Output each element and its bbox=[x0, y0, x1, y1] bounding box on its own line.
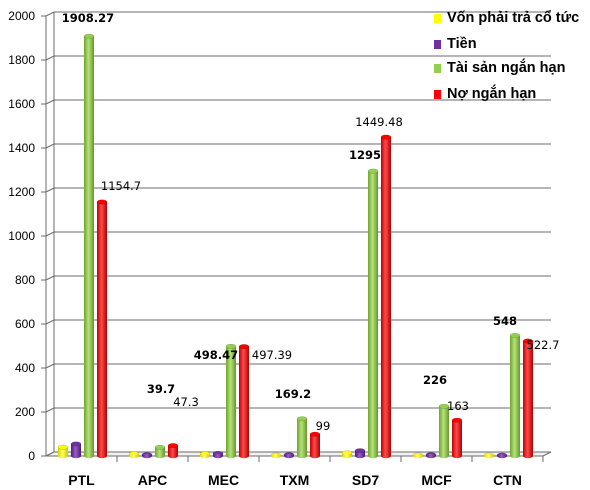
gridline-edge bbox=[45, 99, 55, 105]
y-tick-label: 1000 bbox=[8, 229, 35, 243]
bar bbox=[438, 403, 450, 459]
x-tick-label: MEC bbox=[208, 472, 239, 488]
y-tick-label: 600 bbox=[15, 317, 35, 331]
bar bbox=[496, 452, 508, 459]
y-tick-label: 1600 bbox=[8, 97, 35, 111]
y-tick-label: 1400 bbox=[8, 141, 35, 155]
gridline-edge bbox=[45, 187, 55, 193]
bar bbox=[141, 452, 153, 459]
legend-item: Nợ ngắn hạn bbox=[434, 82, 536, 106]
legend-swatch bbox=[434, 89, 441, 99]
legend-item: Vốn phải trả cổ tức bbox=[434, 6, 579, 30]
data-label: 1449.48 bbox=[355, 115, 403, 129]
bar bbox=[225, 343, 237, 459]
bar bbox=[199, 451, 211, 459]
bar bbox=[83, 33, 95, 459]
gridline-edge bbox=[45, 407, 55, 413]
legend-label: Tài sản ngắn hạn bbox=[447, 60, 566, 76]
bar bbox=[212, 450, 224, 459]
bar bbox=[451, 417, 463, 459]
bar bbox=[238, 344, 250, 459]
data-label: 1295 bbox=[349, 148, 381, 162]
bar bbox=[270, 452, 282, 459]
bar bbox=[509, 332, 521, 459]
x-tick-label: PTL bbox=[68, 472, 95, 488]
y-tick-label: 2000 bbox=[8, 9, 35, 23]
y-tick-label: 800 bbox=[15, 273, 35, 287]
gridline-edge bbox=[45, 275, 55, 281]
data-label: 1154.7 bbox=[101, 179, 141, 193]
legend: Vốn phải trả cổ tức Tiền Tài sản ngắn hạn N… bbox=[434, 2, 590, 110]
data-label: 226 bbox=[423, 373, 447, 387]
bar bbox=[70, 441, 82, 459]
x-tick-label: MCF bbox=[421, 472, 452, 488]
legend-label: Nợ ngắn hạn bbox=[447, 86, 537, 102]
bar bbox=[367, 168, 379, 459]
bar bbox=[483, 452, 495, 459]
bar bbox=[96, 199, 108, 459]
data-label: 39.7 bbox=[147, 382, 175, 396]
bar bbox=[57, 444, 69, 459]
legend-item: Tài sản ngắn hạn bbox=[434, 56, 565, 80]
bar bbox=[154, 444, 166, 459]
y-tick-label: 1200 bbox=[8, 185, 35, 199]
bar bbox=[296, 416, 308, 459]
y-tick-label: 400 bbox=[15, 361, 35, 375]
data-label: 498.47 bbox=[194, 348, 238, 362]
legend-swatch bbox=[434, 39, 441, 49]
y-tick-label: 200 bbox=[15, 405, 35, 419]
bar bbox=[412, 452, 424, 459]
data-label: 99 bbox=[316, 419, 331, 433]
gridline-edge bbox=[45, 319, 55, 325]
bar bbox=[309, 431, 321, 459]
bar bbox=[425, 452, 437, 459]
x-tick-label: CTN bbox=[493, 472, 522, 488]
x-tick-label: APC bbox=[138, 472, 168, 488]
data-label: 497.39 bbox=[252, 348, 292, 362]
legend-swatch bbox=[434, 63, 441, 73]
gridline-edge bbox=[45, 11, 55, 17]
legend-label: Tiền bbox=[447, 36, 477, 52]
bar bbox=[380, 134, 392, 459]
legend-label: Vốn phải trả cổ tức bbox=[447, 10, 580, 26]
data-label: 169.2 bbox=[275, 387, 311, 401]
data-label: 522.7 bbox=[527, 338, 560, 352]
bar bbox=[167, 443, 179, 459]
bar bbox=[128, 451, 140, 459]
data-label: 1908.27 bbox=[62, 11, 114, 25]
gridline-edge bbox=[45, 363, 55, 369]
x-tick-label: SD7 bbox=[352, 472, 379, 488]
x-tick-label: TXM bbox=[280, 472, 310, 488]
data-label: 548 bbox=[493, 314, 517, 328]
gridline-edge bbox=[45, 231, 55, 237]
gridline-edge bbox=[45, 143, 55, 149]
bar bbox=[283, 452, 295, 459]
bar bbox=[522, 338, 534, 459]
data-label: 47.3 bbox=[173, 395, 199, 409]
legend-item: Tiền bbox=[434, 32, 477, 56]
gridline-edge bbox=[45, 55, 55, 61]
y-tick-label: 0 bbox=[28, 449, 35, 463]
data-label: 163 bbox=[447, 399, 469, 413]
legend-swatch bbox=[434, 13, 441, 23]
bar bbox=[341, 450, 353, 459]
bar bbox=[354, 448, 366, 459]
y-tick-label: 1800 bbox=[8, 53, 35, 67]
